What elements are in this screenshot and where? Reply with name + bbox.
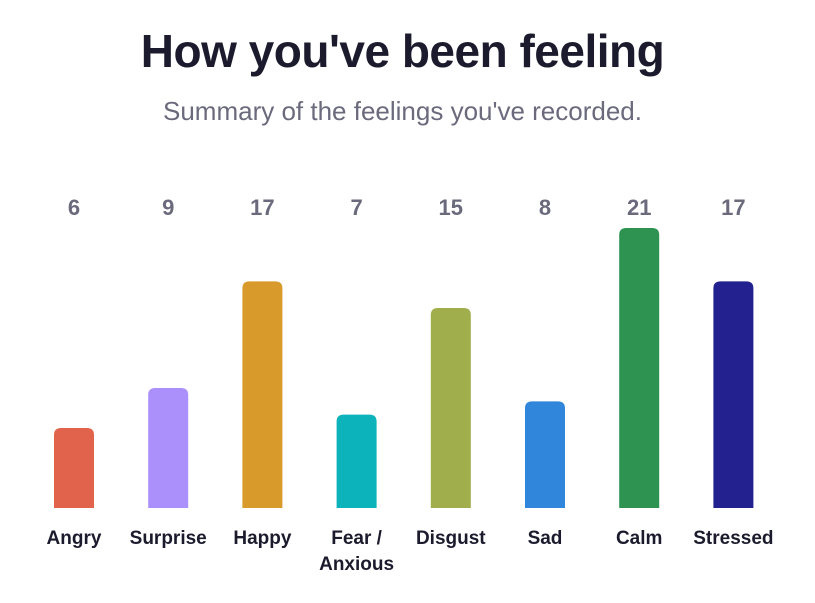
category-label-disgust: Disgust <box>416 528 486 549</box>
bar-sad <box>525 401 565 508</box>
bar-angry <box>54 428 94 508</box>
bar-disgust <box>430 308 471 508</box>
category-label-fear-anxious-line-1: Fear / <box>331 528 382 549</box>
category-label-happy: Happy <box>233 528 292 549</box>
bar-stressed <box>713 281 754 508</box>
category-label-calm: Calm <box>616 528 662 549</box>
category-label-angry: Angry <box>47 528 102 549</box>
value-label-surprise: 9 <box>162 195 174 220</box>
value-label-happy: 17 <box>250 195 274 220</box>
bar-fear-anxious <box>336 414 377 508</box>
category-label-fear-anxious-line-2: Anxious <box>319 554 394 575</box>
category-label-surprise: Surprise <box>130 528 207 549</box>
value-label-calm: 21 <box>627 195 651 220</box>
value-label-disgust: 15 <box>439 195 463 220</box>
value-label-angry: 6 <box>68 195 80 220</box>
value-label-stressed: 17 <box>721 195 745 220</box>
value-label-sad: 8 <box>539 195 551 220</box>
bar-happy <box>242 281 283 508</box>
bar-calm <box>619 228 660 508</box>
category-label-stressed: Stressed <box>693 528 773 549</box>
value-label-fear-anxious: 7 <box>350 195 362 220</box>
category-label-sad: Sad <box>528 528 563 549</box>
page-subtitle: Summary of the feelings you've recorded. <box>163 96 642 126</box>
bar-surprise <box>148 388 189 508</box>
page-title: How you've been feeling <box>140 25 665 77</box>
